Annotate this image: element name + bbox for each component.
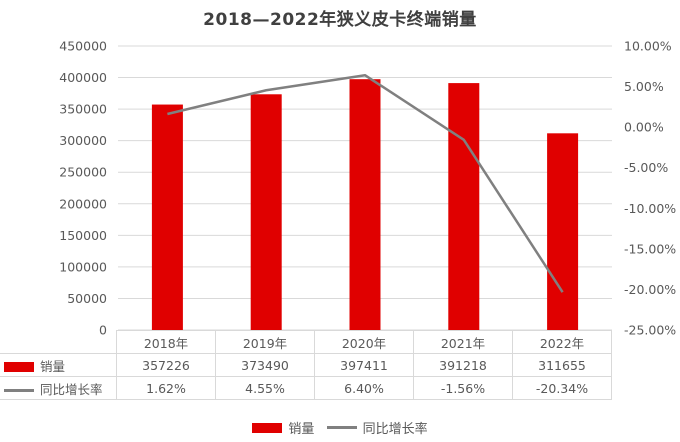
- left-axis-tick: 350000: [59, 102, 107, 117]
- line-swatch-icon: [326, 426, 357, 429]
- table-header-cell: 2018年: [116, 330, 216, 354]
- right-axis-tick: 0.00%: [624, 120, 664, 135]
- table-cell: 311655: [512, 353, 612, 377]
- left-axis-tick: 150000: [59, 228, 107, 243]
- table-cell: -20.34%: [512, 376, 612, 400]
- right-axis-tick: 10.00%: [624, 39, 672, 54]
- left-axis-tick: 400000: [59, 70, 107, 85]
- table-cell: 391218: [413, 353, 513, 377]
- table-cell: -1.56%: [413, 376, 513, 400]
- table-cell: 397411: [314, 353, 414, 377]
- right-axis-tick: -15.00%: [624, 241, 676, 256]
- legend-item-sales[interactable]: 销量: [252, 418, 314, 437]
- table-header-cell: 2019年: [215, 330, 315, 354]
- table-cell: 357226: [116, 353, 216, 377]
- left-axis-tick: 300000: [59, 133, 107, 148]
- table-cell: 373490: [215, 353, 315, 377]
- left-axis-tick: 250000: [59, 165, 107, 180]
- left-axis-tick: 200000: [59, 196, 107, 211]
- table-cell: 6.40%: [314, 376, 414, 400]
- right-axis-tick: -25.00%: [624, 323, 676, 338]
- bar-swatch-icon: [4, 362, 34, 372]
- right-axis-tick: 5.00%: [624, 79, 664, 94]
- bar: [547, 133, 579, 330]
- table-cell: 1.62%: [116, 376, 216, 400]
- legend-item-growth[interactable]: 同比增长率: [326, 418, 428, 437]
- bar: [448, 83, 480, 330]
- legend: 销量 同比增长率: [0, 418, 680, 437]
- bar-swatch-icon: [252, 422, 283, 433]
- right-axis-tick: -10.00%: [624, 201, 676, 216]
- right-axis-tick: -20.00%: [624, 282, 676, 297]
- growth-line: [167, 73, 564, 293]
- chart-title: 2018—2022年狭义皮卡终端销量: [203, 10, 477, 30]
- row-label-growth: 同比增长率: [0, 376, 117, 400]
- table-header-cell: 2022年: [512, 330, 612, 354]
- table-header-cell: 2020年: [314, 330, 414, 354]
- left-axis-tick: 0: [99, 323, 107, 338]
- left-axis-tick: 450000: [59, 39, 107, 54]
- left-axis-tick: 50000: [67, 291, 107, 306]
- table-header-row: 2018年 2019年 2020年 2021年 2022年: [0, 330, 612, 354]
- data-table: 2018年 2019年 2020年 2021年 2022年 销量 357226 …: [0, 330, 612, 400]
- bar: [349, 79, 381, 330]
- table-row-growth: 同比增长率 1.62% 4.55% 6.40% -1.56% -20.34%: [0, 376, 612, 400]
- table-row-sales: 销量 357226 373490 397411 391218 311655: [0, 353, 612, 377]
- bar: [250, 94, 282, 330]
- bar: [151, 104, 183, 330]
- line-swatch-icon: [4, 388, 34, 392]
- right-axis-tick: -5.00%: [624, 160, 668, 175]
- table-cell: 4.55%: [215, 376, 315, 400]
- table-header-cell: 2021年: [413, 330, 513, 354]
- row-label-sales: 销量: [0, 353, 117, 377]
- left-axis-tick: 100000: [59, 259, 107, 274]
